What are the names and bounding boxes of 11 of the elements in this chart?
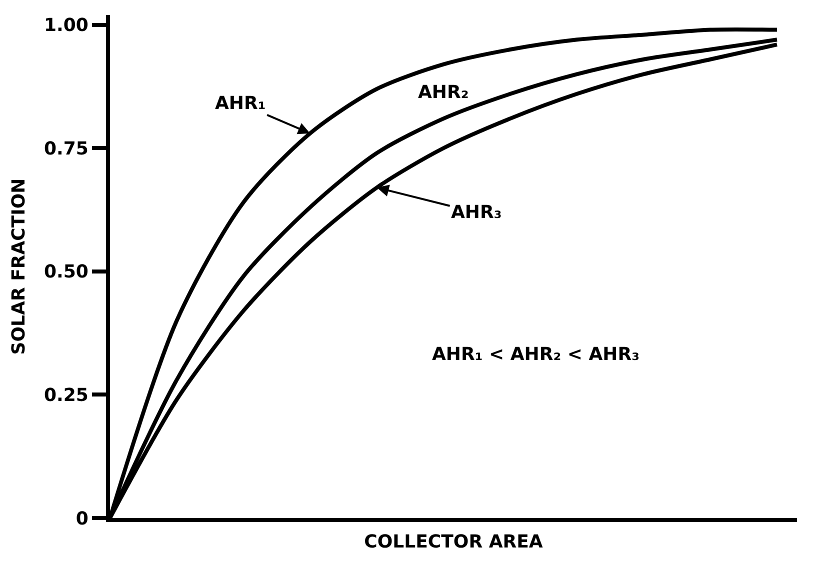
y-tick-label: 0.50 bbox=[44, 262, 88, 283]
series-label: AHR₂ bbox=[418, 82, 469, 103]
text: AHR₁ bbox=[215, 93, 266, 114]
y-axis-title: SOLAR FRACTION bbox=[8, 178, 30, 355]
x-axis-title: COLLECTOR AREA bbox=[364, 532, 543, 553]
text: AHR₃ bbox=[451, 202, 502, 223]
annotation: AHR₁ < AHR₂ < AHR₃ bbox=[432, 344, 640, 365]
y-tick-label: 1.00 bbox=[44, 15, 88, 36]
y-tick-label: 0 bbox=[76, 508, 88, 530]
y-tick-label: 0.25 bbox=[44, 385, 88, 406]
y-tick-label: 0.75 bbox=[44, 138, 88, 160]
